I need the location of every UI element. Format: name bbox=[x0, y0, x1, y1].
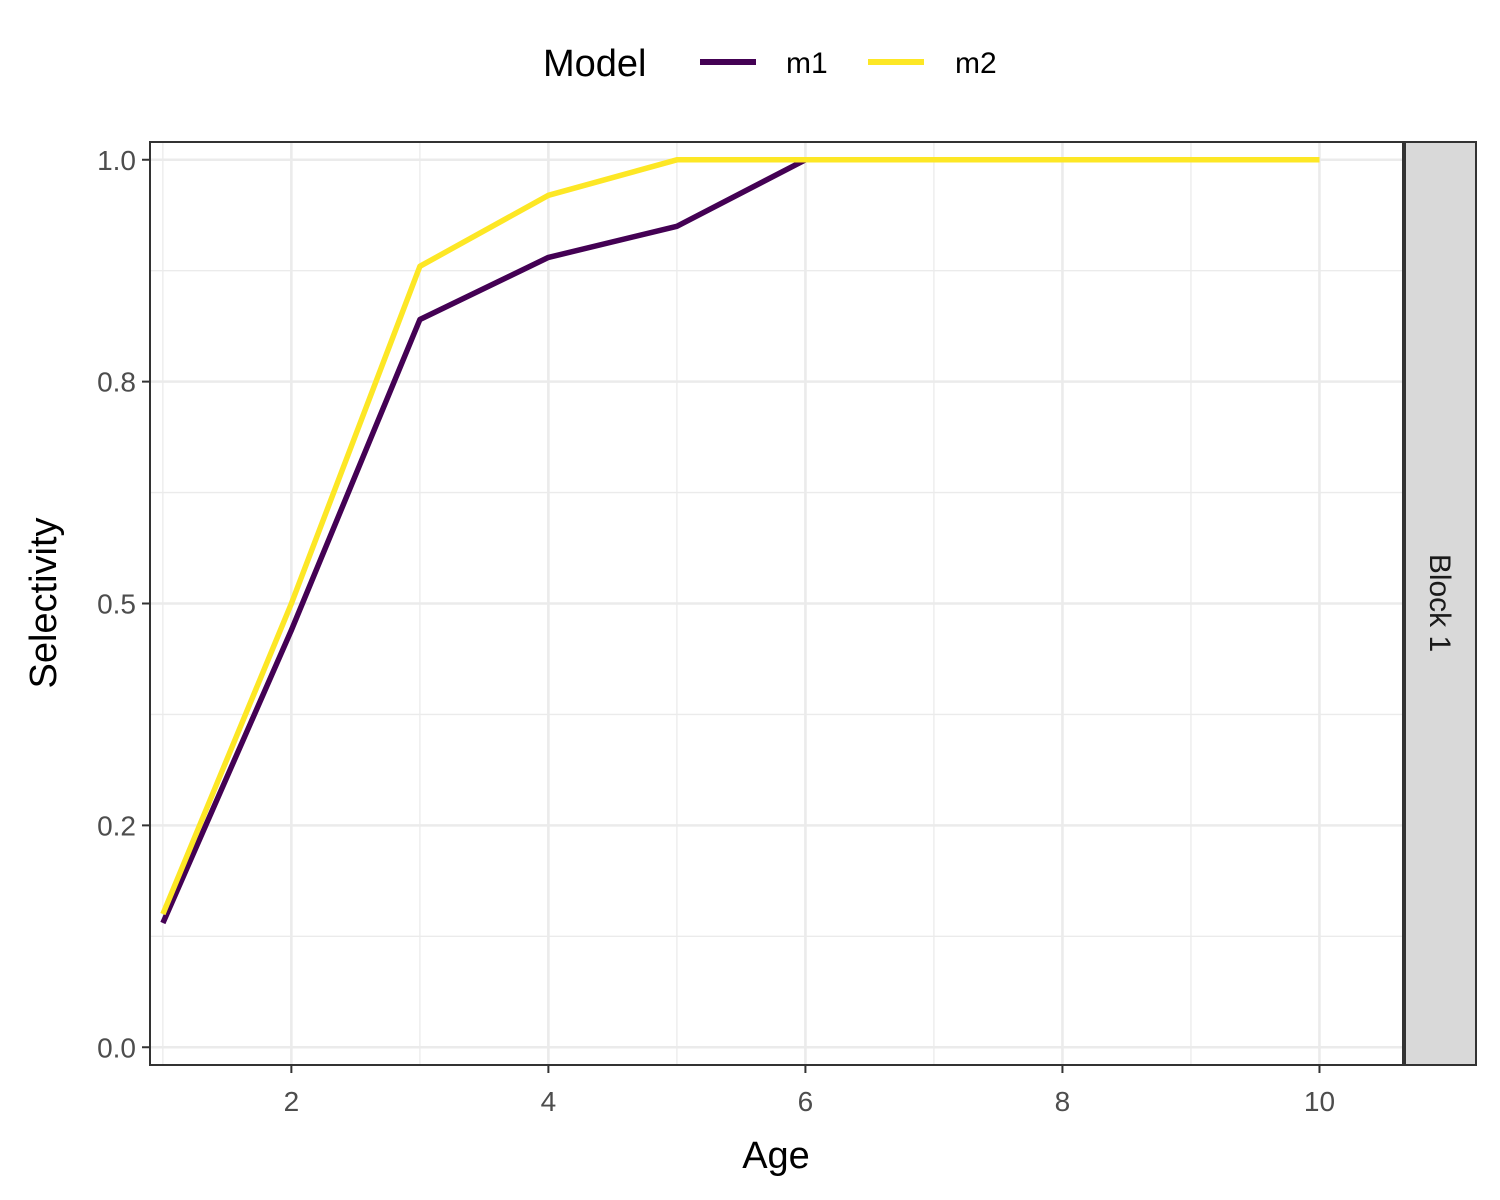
x-tick-label: 4 bbox=[541, 1086, 557, 1117]
legend-label-m1: m1 bbox=[786, 47, 828, 80]
y-tick-label: 1.0 bbox=[97, 145, 136, 176]
y-tick-label: 0.0 bbox=[97, 1032, 136, 1063]
legend-title: Model bbox=[543, 43, 647, 85]
y-tick-label: 0.2 bbox=[97, 810, 136, 841]
facet-strip-box bbox=[1404, 141, 1477, 1066]
y-tick-label: 0.8 bbox=[97, 367, 136, 398]
legend-label-m2: m2 bbox=[955, 47, 997, 80]
series-line-m2 bbox=[160, 157, 1320, 916]
x-tick-label: 6 bbox=[798, 1086, 814, 1117]
series-lines bbox=[160, 157, 1320, 925]
grid bbox=[150, 142, 1403, 1065]
x-tick-label: 2 bbox=[284, 1086, 300, 1117]
legend: Model m1 m2 bbox=[543, 43, 997, 85]
y-tick-label: 0.5 bbox=[97, 589, 136, 620]
axes: 2 4 6 8 10 0.0 0.2 0.5 0.8 1.0 bbox=[97, 145, 1335, 1117]
x-axis-title: Age bbox=[742, 1135, 810, 1177]
x-tick-label: 10 bbox=[1304, 1086, 1335, 1117]
y-axis-title: Selectivity bbox=[23, 517, 65, 688]
facet-strip: Block 1 bbox=[1404, 141, 1477, 1066]
facet-strip-label: Block 1 bbox=[1423, 554, 1456, 652]
x-tick-label: 8 bbox=[1055, 1086, 1071, 1117]
